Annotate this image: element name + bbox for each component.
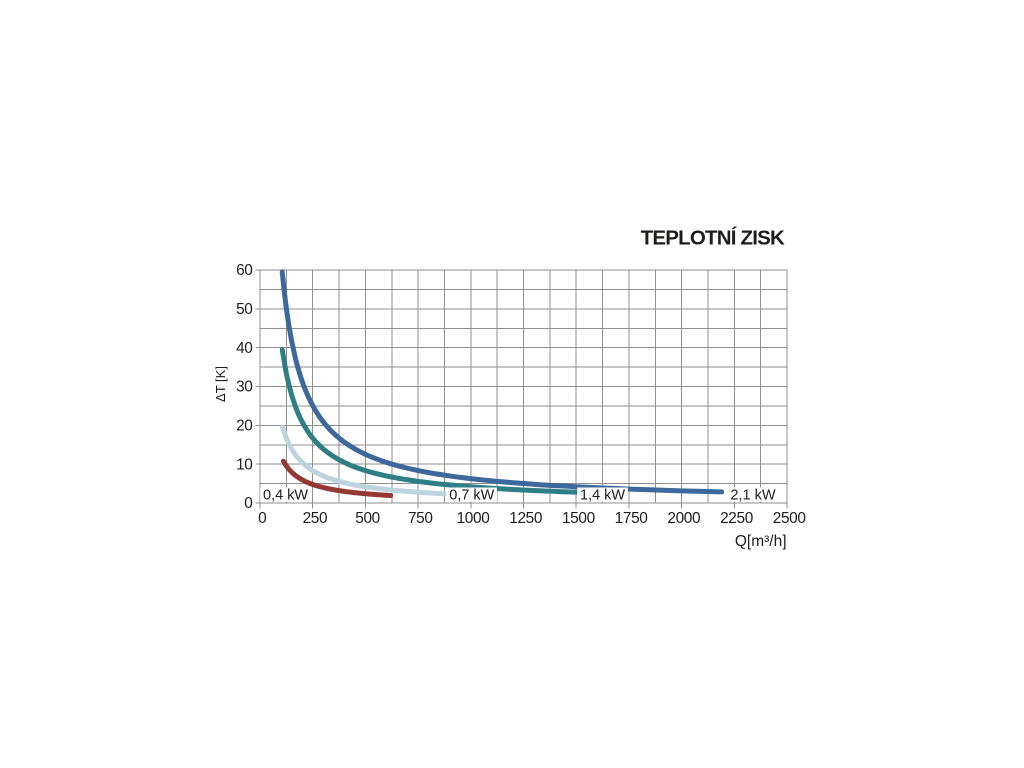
svg-text:1250: 1250 <box>509 510 542 527</box>
svg-text:1500: 1500 <box>562 510 595 527</box>
svg-text:500: 500 <box>355 510 380 527</box>
svg-text:2000: 2000 <box>667 510 700 527</box>
svg-text:0,4 kW: 0,4 kW <box>263 488 308 504</box>
svg-text:250: 250 <box>303 510 328 527</box>
svg-text:TEPLOTNÍ ZISK: TEPLOTNÍ ZISK <box>641 227 785 250</box>
svg-text:10: 10 <box>236 456 252 473</box>
svg-text:30: 30 <box>236 379 252 396</box>
svg-text:750: 750 <box>408 510 433 527</box>
svg-text:Q[m³/h]: Q[m³/h] <box>735 533 787 550</box>
svg-text:0: 0 <box>258 510 266 527</box>
svg-text:0,7 kW: 0,7 kW <box>449 488 494 504</box>
svg-text:20: 20 <box>236 418 252 435</box>
svg-text:2500: 2500 <box>773 510 806 527</box>
svg-text:ΔT [K]: ΔT [K] <box>213 366 228 402</box>
svg-text:50: 50 <box>236 301 252 318</box>
svg-text:2250: 2250 <box>720 510 753 527</box>
svg-text:1,4 kW: 1,4 kW <box>580 488 625 504</box>
svg-text:0: 0 <box>244 495 252 512</box>
svg-text:1000: 1000 <box>457 510 490 527</box>
svg-text:40: 40 <box>236 340 252 357</box>
svg-text:1750: 1750 <box>615 510 648 527</box>
svg-text:2,1 kW: 2,1 kW <box>730 488 775 504</box>
svg-text:60: 60 <box>236 262 252 279</box>
